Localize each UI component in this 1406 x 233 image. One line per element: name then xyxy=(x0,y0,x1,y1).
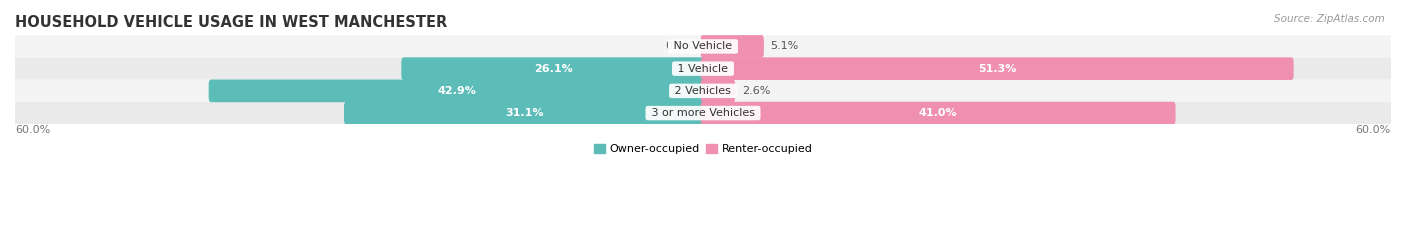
FancyBboxPatch shape xyxy=(15,80,1391,102)
FancyBboxPatch shape xyxy=(15,102,1391,124)
FancyBboxPatch shape xyxy=(344,102,706,124)
Text: 60.0%: 60.0% xyxy=(1355,125,1391,135)
FancyBboxPatch shape xyxy=(15,58,1391,80)
Text: 5.1%: 5.1% xyxy=(770,41,799,51)
Text: 41.0%: 41.0% xyxy=(918,108,957,118)
Text: Source: ZipAtlas.com: Source: ZipAtlas.com xyxy=(1274,14,1385,24)
Text: 1 Vehicle: 1 Vehicle xyxy=(675,64,731,74)
FancyBboxPatch shape xyxy=(401,57,706,80)
Text: 26.1%: 26.1% xyxy=(534,64,572,74)
Text: 42.9%: 42.9% xyxy=(437,86,477,96)
Text: 60.0%: 60.0% xyxy=(15,125,51,135)
FancyBboxPatch shape xyxy=(700,102,1175,124)
FancyBboxPatch shape xyxy=(15,35,1391,58)
Text: 31.1%: 31.1% xyxy=(505,108,544,118)
Text: 51.3%: 51.3% xyxy=(979,64,1017,74)
Legend: Owner-occupied, Renter-occupied: Owner-occupied, Renter-occupied xyxy=(589,140,817,159)
FancyBboxPatch shape xyxy=(700,79,735,102)
Text: 3 or more Vehicles: 3 or more Vehicles xyxy=(648,108,758,118)
Text: No Vehicle: No Vehicle xyxy=(671,41,735,51)
FancyBboxPatch shape xyxy=(700,57,1294,80)
FancyBboxPatch shape xyxy=(208,79,706,102)
Text: 0.0%: 0.0% xyxy=(665,41,693,51)
Text: 2 Vehicles: 2 Vehicles xyxy=(671,86,735,96)
Text: 2.6%: 2.6% xyxy=(742,86,770,96)
FancyBboxPatch shape xyxy=(700,35,763,58)
Text: HOUSEHOLD VEHICLE USAGE IN WEST MANCHESTER: HOUSEHOLD VEHICLE USAGE IN WEST MANCHEST… xyxy=(15,15,447,30)
